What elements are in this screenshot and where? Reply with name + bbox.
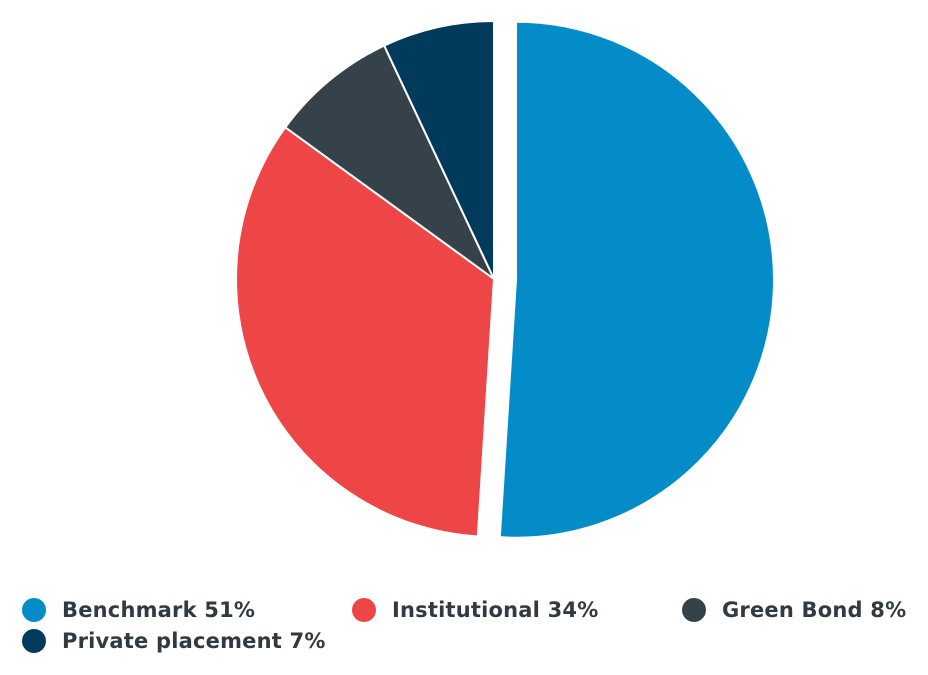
legend-item-green-bond[interactable]: Green Bond 8%	[682, 594, 906, 626]
chart-legend: Benchmark 51% Institutional 34% Green Bo…	[22, 594, 922, 664]
pie-slice-institutional[interactable]	[235, 126, 495, 538]
pie-slice-private-placement[interactable]	[383, 20, 495, 280]
legend-swatch-green-bond	[682, 598, 706, 622]
pie-chart	[235, 20, 775, 539]
legend-label-benchmark: Benchmark 51%	[62, 598, 256, 622]
legend-item-benchmark[interactable]: Benchmark 51%	[22, 594, 255, 626]
pie-chart-svg	[235, 20, 775, 539]
pie-slice-benchmark[interactable]	[498, 20, 775, 539]
legend-label-green-bond: Green Bond 8%	[722, 598, 907, 622]
legend-swatch-benchmark	[22, 598, 46, 622]
legend-item-institutional[interactable]: Institutional 34%	[352, 594, 598, 626]
legend-swatch-institutional	[352, 598, 376, 622]
legend-swatch-private-placement	[22, 629, 46, 653]
legend-item-private-placement[interactable]: Private placement 7%	[22, 625, 326, 657]
pie-slice-green-bond[interactable]	[284, 44, 495, 280]
legend-label-institutional: Institutional 34%	[392, 598, 599, 622]
legend-label-private-placement: Private placement 7%	[62, 629, 326, 653]
